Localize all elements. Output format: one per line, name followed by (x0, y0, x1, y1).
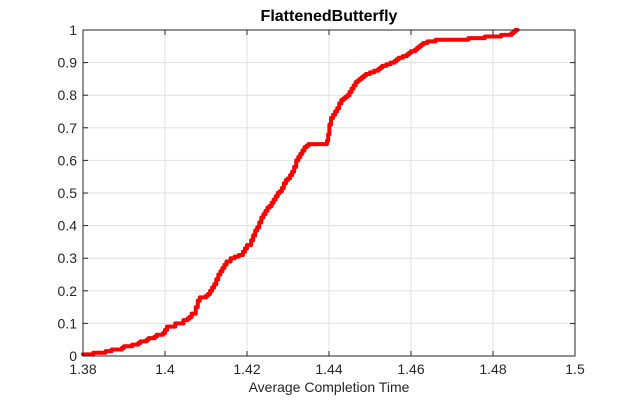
y-tick-label: 0.4 (58, 218, 78, 234)
series-layer (81, 28, 520, 357)
y-tick-label: 0.2 (58, 283, 78, 299)
cdf-series-line (81, 28, 520, 357)
x-tick-label: 1.5 (565, 361, 585, 377)
chart-title: FlattenedButterfly (261, 8, 398, 25)
x-tick-label: 1.42 (233, 361, 260, 377)
y-tick-label: 0.5 (58, 185, 78, 201)
y-tick-label: 0 (69, 348, 77, 364)
x-tick-label: 1.4 (155, 361, 175, 377)
y-tick-label: 0.1 (58, 315, 78, 331)
x-tick-label: 1.44 (315, 361, 342, 377)
y-tick-label: 0.9 (58, 55, 78, 71)
axis-ticks: 1.38 1.4 1.42 1.44 1.46 1.48 1.5 0 0.1 0.2 0.3 0.4 0… (58, 22, 585, 377)
x-tick-label: 1.46 (397, 361, 424, 377)
y-tick-label: 0.8 (58, 87, 78, 103)
y-tick-label: 1 (69, 22, 77, 38)
y-tick-label: 0.6 (58, 152, 78, 168)
y-tick-label: 0.3 (58, 250, 78, 266)
y-tick-label: 0.7 (58, 120, 78, 136)
x-tick-label: 1.38 (69, 361, 96, 377)
x-tick-label: 1.48 (479, 361, 506, 377)
x-axis-label: Average Completion Time (249, 379, 410, 395)
